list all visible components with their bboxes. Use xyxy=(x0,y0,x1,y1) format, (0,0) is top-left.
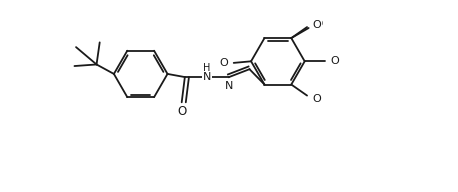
Text: O: O xyxy=(177,105,186,118)
Text: O: O xyxy=(312,94,321,104)
Text: O: O xyxy=(331,56,339,66)
Text: O: O xyxy=(312,20,321,30)
Text: N: N xyxy=(203,72,211,82)
Text: H: H xyxy=(203,63,211,73)
Text: O: O xyxy=(220,58,229,68)
Text: O: O xyxy=(314,19,322,29)
Text: N: N xyxy=(225,81,233,91)
